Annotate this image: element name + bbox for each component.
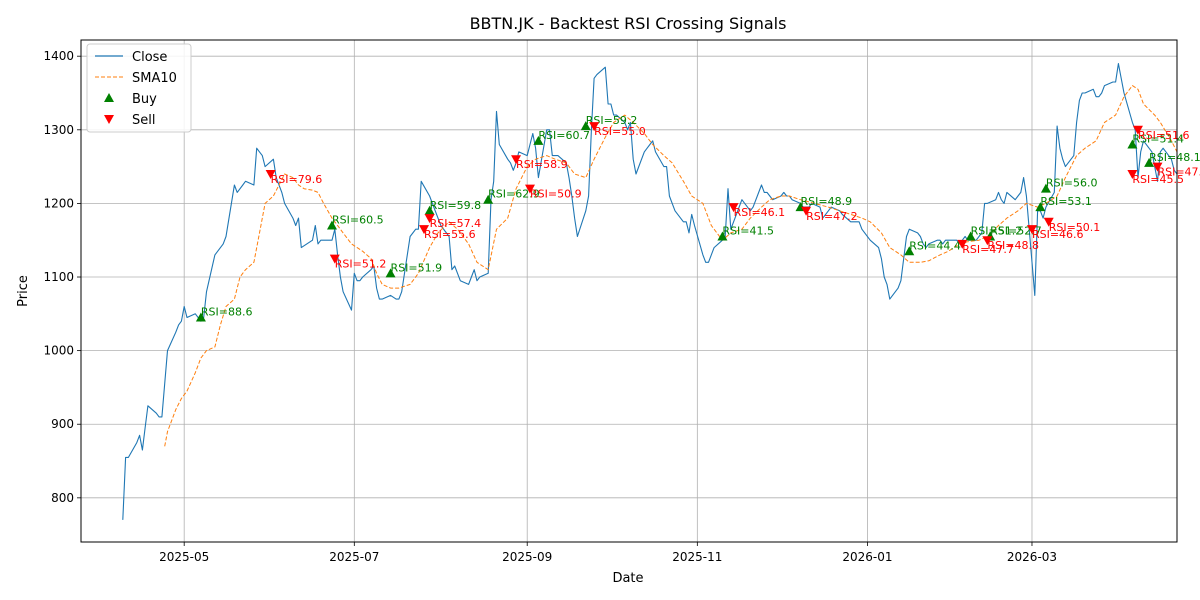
buy-marker xyxy=(1035,202,1046,212)
x-axis: 2025-05 2025-07 2025-09 2025-11 2026-01 2026-… xyxy=(159,542,1057,564)
buy-marker xyxy=(424,205,435,215)
sell-label: RSI=51.2 xyxy=(335,258,387,271)
sell-label: RSI=57.4 xyxy=(430,217,482,230)
buy-marker xyxy=(385,268,396,278)
sell-marker xyxy=(524,184,535,194)
buy-marker xyxy=(965,231,976,241)
sell-marker xyxy=(1043,217,1054,227)
sell-marker xyxy=(419,225,430,235)
buy-label: RSI=53.1 xyxy=(1040,195,1092,208)
series-line-sma10 xyxy=(164,85,1178,447)
y-tick-label: 900 xyxy=(51,417,74,431)
x-tick-label: 2026-01 xyxy=(842,550,892,564)
sell-label: RSI=55.0 xyxy=(594,125,646,138)
sell-marker xyxy=(1026,225,1037,235)
sell-marker xyxy=(957,239,968,249)
buy-label: RSI=51.9 xyxy=(391,261,443,274)
y-tick-label: 1400 xyxy=(43,49,74,63)
legend-label: Close xyxy=(132,50,167,65)
sell-label: RSI=79.6 xyxy=(271,173,323,186)
y-axis: 800 900 1000 1100 1200 1300 1400 xyxy=(43,49,81,505)
sell-label: RSI=55.6 xyxy=(424,228,476,241)
x-tick-label: 2025-05 xyxy=(159,550,209,564)
sell-label: RSI=47.7 xyxy=(962,243,1014,256)
buy-label: RSI=56.0 xyxy=(1046,177,1098,190)
buy-label: RSI=88.6 xyxy=(201,305,253,318)
sell-marker xyxy=(265,169,276,179)
legend-item-close: Close xyxy=(95,50,167,65)
sell-marker xyxy=(424,214,435,224)
y-tick-label: 1200 xyxy=(43,196,74,210)
y-tick-label: 1100 xyxy=(43,270,74,284)
plot-area: RSI=88.6 RSI=60.5 RSI=51.9 RSI=59.8 RSI=62.9… xyxy=(122,63,1200,520)
sell-marker xyxy=(1152,162,1163,172)
buy-label: RSI=41.5 xyxy=(722,225,774,238)
buy-label: RSI=60.5 xyxy=(332,213,384,226)
legend-item-sell: Sell xyxy=(104,113,155,128)
legend: Close SMA10 Buy Sell xyxy=(86,43,192,133)
legend-item-buy: Buy xyxy=(104,92,157,107)
sell-label: RSI=50.9 xyxy=(530,188,582,201)
sell-marker xyxy=(589,122,600,132)
legend-label: SMA10 xyxy=(132,71,177,86)
legend-box xyxy=(86,43,192,133)
x-tick-label: 2025-09 xyxy=(502,550,552,564)
buy-marker xyxy=(483,194,494,204)
legend-swatch-sell xyxy=(104,115,114,124)
y-axis-title: Price xyxy=(16,275,31,307)
buy-marker xyxy=(904,246,915,256)
legend-label: Sell xyxy=(132,113,155,128)
buy-label: RSI=60.7 xyxy=(538,129,590,142)
sell-label: RSI=46.6 xyxy=(1032,228,1084,241)
sell-label: RSI=48.8 xyxy=(987,239,1039,252)
buy-label: RSI=51.2 xyxy=(971,225,1023,238)
series-line-close xyxy=(122,63,1178,520)
buy-marker xyxy=(580,121,591,131)
sell-marker xyxy=(329,254,340,264)
plot-frame xyxy=(80,39,1178,543)
sell-label: RSI=46.1 xyxy=(734,206,786,219)
buy-marker xyxy=(1144,157,1155,167)
sell-label: RSI=50.1 xyxy=(1049,221,1101,234)
sell-marker xyxy=(982,236,993,246)
buy-marker xyxy=(195,312,206,322)
sell-marker xyxy=(1132,125,1143,135)
legend-label: Buy xyxy=(132,92,157,107)
y-tick-label: 800 xyxy=(51,491,74,505)
sell-label: RSI=58.9 xyxy=(516,158,568,171)
buy-marker xyxy=(1040,183,1051,193)
y-tick-label: 1300 xyxy=(43,123,74,137)
buy-label: RSI=51.4 xyxy=(1132,133,1184,146)
grid xyxy=(81,40,1177,542)
buy-label: RSI=62.9 xyxy=(488,188,540,201)
sell-marker xyxy=(728,203,739,213)
buy-label: RSI=48.9 xyxy=(801,195,853,208)
buy-label: RSI=59.2 xyxy=(586,114,638,127)
buy-marker xyxy=(1127,139,1138,149)
buy-marker xyxy=(533,135,544,145)
legend-item-sma10: SMA10 xyxy=(95,71,177,86)
x-tick-label: 2025-11 xyxy=(672,550,722,564)
sell-label: RSI=47.2 xyxy=(1157,166,1200,179)
x-tick-label: 2026-03 xyxy=(1007,550,1057,564)
sell-label: RSI=45.5 xyxy=(1132,173,1184,186)
chart-title: BBTN.JK - Backtest RSI Crossing Signals xyxy=(470,14,787,33)
sell-marker xyxy=(801,206,812,216)
y-tick-label: 1000 xyxy=(43,344,74,358)
buy-marker xyxy=(717,231,728,241)
buy-label: RSI=48.1 xyxy=(1149,151,1200,164)
legend-swatch-buy xyxy=(104,93,114,102)
buy-label: RSI=59.8 xyxy=(430,199,482,212)
sell-label: RSI=47.2 xyxy=(806,210,858,223)
buy-label: RSI=44.4 xyxy=(909,239,961,252)
buy-marker xyxy=(326,220,337,230)
x-axis-title: Date xyxy=(612,571,643,586)
x-tick-label: 2025-07 xyxy=(329,550,379,564)
sell-marker xyxy=(1127,169,1138,179)
sell-label: RSI=51.6 xyxy=(1138,129,1190,142)
sell-marker xyxy=(511,155,522,165)
